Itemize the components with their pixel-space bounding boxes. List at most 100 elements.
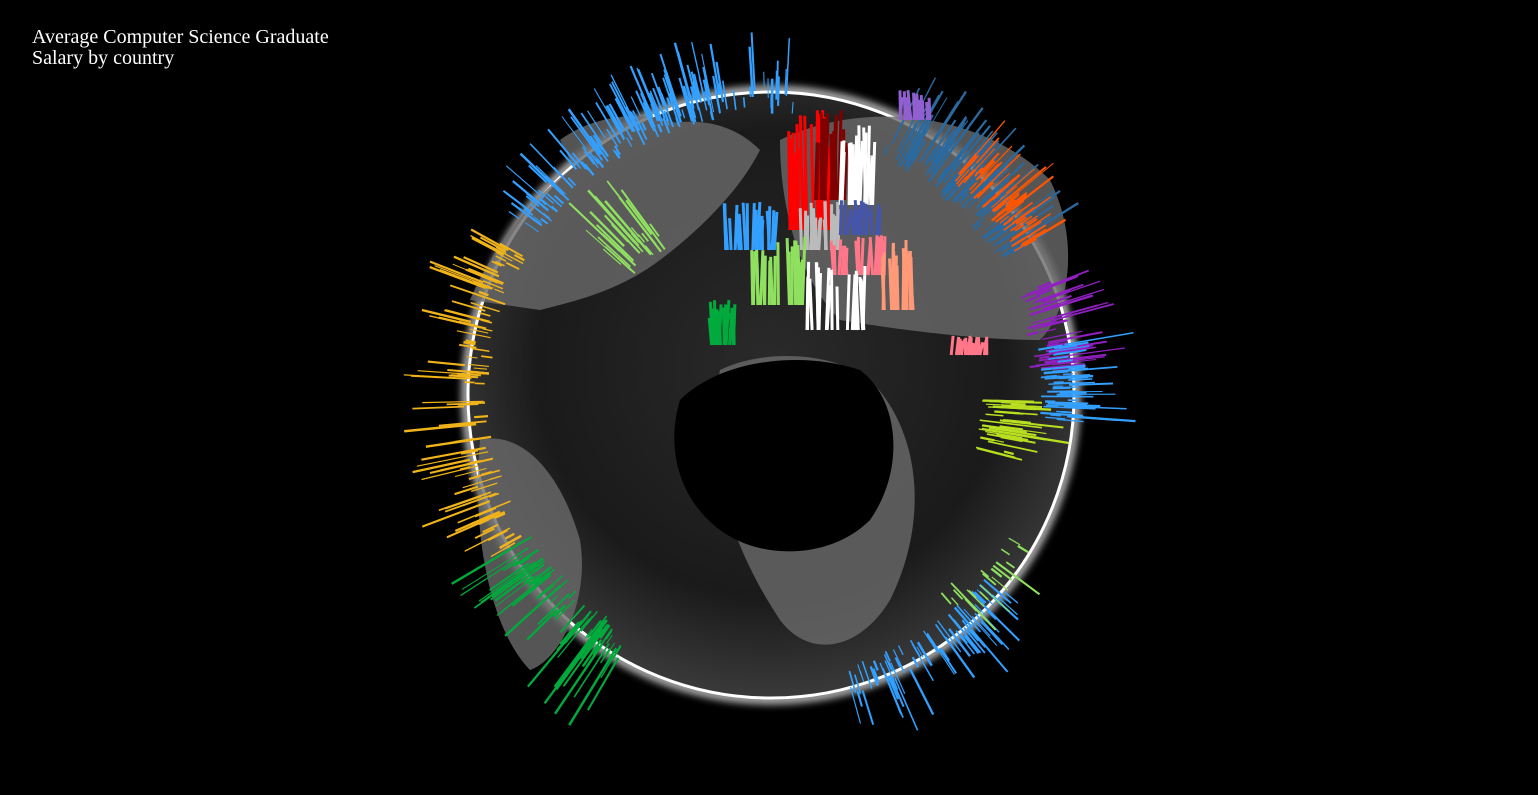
salary-spike — [979, 584, 1011, 613]
salary-spike — [992, 564, 1013, 581]
salary-spike — [993, 201, 1007, 213]
salary-spike — [1005, 166, 1047, 201]
salary-spike — [650, 72, 665, 106]
salary-spike — [478, 290, 489, 297]
salary-spike — [829, 240, 836, 276]
salary-spike — [686, 64, 700, 111]
salary-spike — [590, 621, 604, 639]
salary-spike — [999, 425, 1024, 431]
salary-spike — [1035, 288, 1052, 297]
salary-spike — [616, 257, 633, 272]
salary-spike — [1006, 419, 1031, 424]
salary-spike — [955, 630, 976, 655]
salary-spike — [813, 142, 819, 201]
salary-spike — [550, 205, 559, 213]
salary-spike — [981, 572, 997, 586]
salary-spike — [847, 143, 854, 206]
salary-spike — [798, 208, 803, 251]
salary-spike — [987, 450, 999, 455]
salary-spike — [805, 215, 810, 251]
salary-spike — [568, 647, 618, 726]
salary-spike — [482, 328, 493, 332]
salary-spike — [641, 232, 649, 242]
salary-spike — [1048, 331, 1103, 344]
salary-spike — [571, 626, 602, 668]
salary-spike — [728, 307, 734, 346]
salary-spike — [689, 94, 695, 109]
salary-spike — [1006, 194, 1027, 212]
salary-spike — [502, 559, 520, 572]
salary-spike — [429, 266, 487, 290]
salary-spike — [792, 153, 798, 231]
salary-spike — [479, 236, 506, 252]
salary-spike — [421, 446, 486, 461]
salary-spike — [856, 236, 861, 276]
salary-spike — [1038, 344, 1063, 351]
salary-spike — [454, 485, 479, 496]
salary-spike — [968, 154, 980, 167]
salary-spike — [872, 668, 880, 683]
salary-spike — [957, 338, 962, 356]
salary-spike — [974, 591, 987, 604]
salary-spike — [709, 111, 713, 120]
salary-spike — [969, 182, 978, 191]
salary-spike — [1045, 356, 1105, 365]
salary-spike — [632, 110, 644, 132]
salary-spike — [682, 85, 691, 107]
salary-spike — [1028, 321, 1050, 329]
salary-spike — [924, 119, 957, 167]
salary-spike — [798, 115, 805, 231]
salary-spike — [1059, 411, 1071, 413]
salary-spike — [991, 196, 1009, 213]
salary-spike — [981, 145, 1013, 178]
salary-spike — [600, 648, 611, 664]
salary-spike — [1041, 363, 1085, 370]
salary-spike — [1056, 418, 1084, 423]
salary-spike — [968, 589, 977, 599]
salary-spike — [478, 561, 536, 602]
salary-spike — [1049, 303, 1115, 322]
salary-spike — [791, 101, 794, 114]
salary-spike — [589, 210, 625, 247]
salary-spike — [561, 116, 587, 150]
salary-spike — [528, 562, 538, 571]
salary-spike — [581, 146, 599, 168]
salary-spike — [866, 242, 872, 276]
salary-spike — [970, 628, 1009, 673]
salary-spike — [732, 90, 737, 110]
salary-spike — [614, 97, 634, 133]
salary-spike — [815, 262, 820, 331]
salary-spike — [948, 628, 971, 658]
salary-spike — [546, 192, 563, 208]
salary-spike — [438, 420, 487, 427]
salary-spike — [748, 46, 754, 97]
salary-spike — [996, 199, 1017, 217]
salary-spike — [613, 145, 622, 156]
salary-spike — [930, 147, 942, 163]
salary-spike — [595, 224, 635, 262]
salary-spike — [519, 556, 531, 565]
salary-spike — [465, 339, 476, 344]
salary-spike — [728, 218, 733, 251]
salary-spike — [796, 245, 802, 306]
salary-spike — [429, 260, 484, 284]
salary-spike — [703, 91, 708, 102]
salary-spike — [995, 172, 1010, 187]
salary-spike — [470, 228, 509, 252]
salary-spike — [897, 645, 904, 656]
salary-spike — [626, 137, 633, 147]
salary-spike — [1037, 281, 1052, 289]
salary-spike — [760, 215, 764, 251]
salary-spike — [883, 145, 889, 156]
salary-spike — [971, 217, 984, 229]
salary-spike — [1002, 419, 1016, 423]
salary-spike — [648, 92, 664, 127]
salary-spike — [410, 375, 467, 380]
salary-spike — [412, 458, 471, 474]
salary-spike — [973, 190, 983, 200]
salary-spike — [607, 649, 616, 661]
salary-spike — [985, 413, 1004, 417]
salary-spike — [975, 446, 1016, 458]
salary-spike — [954, 155, 978, 182]
